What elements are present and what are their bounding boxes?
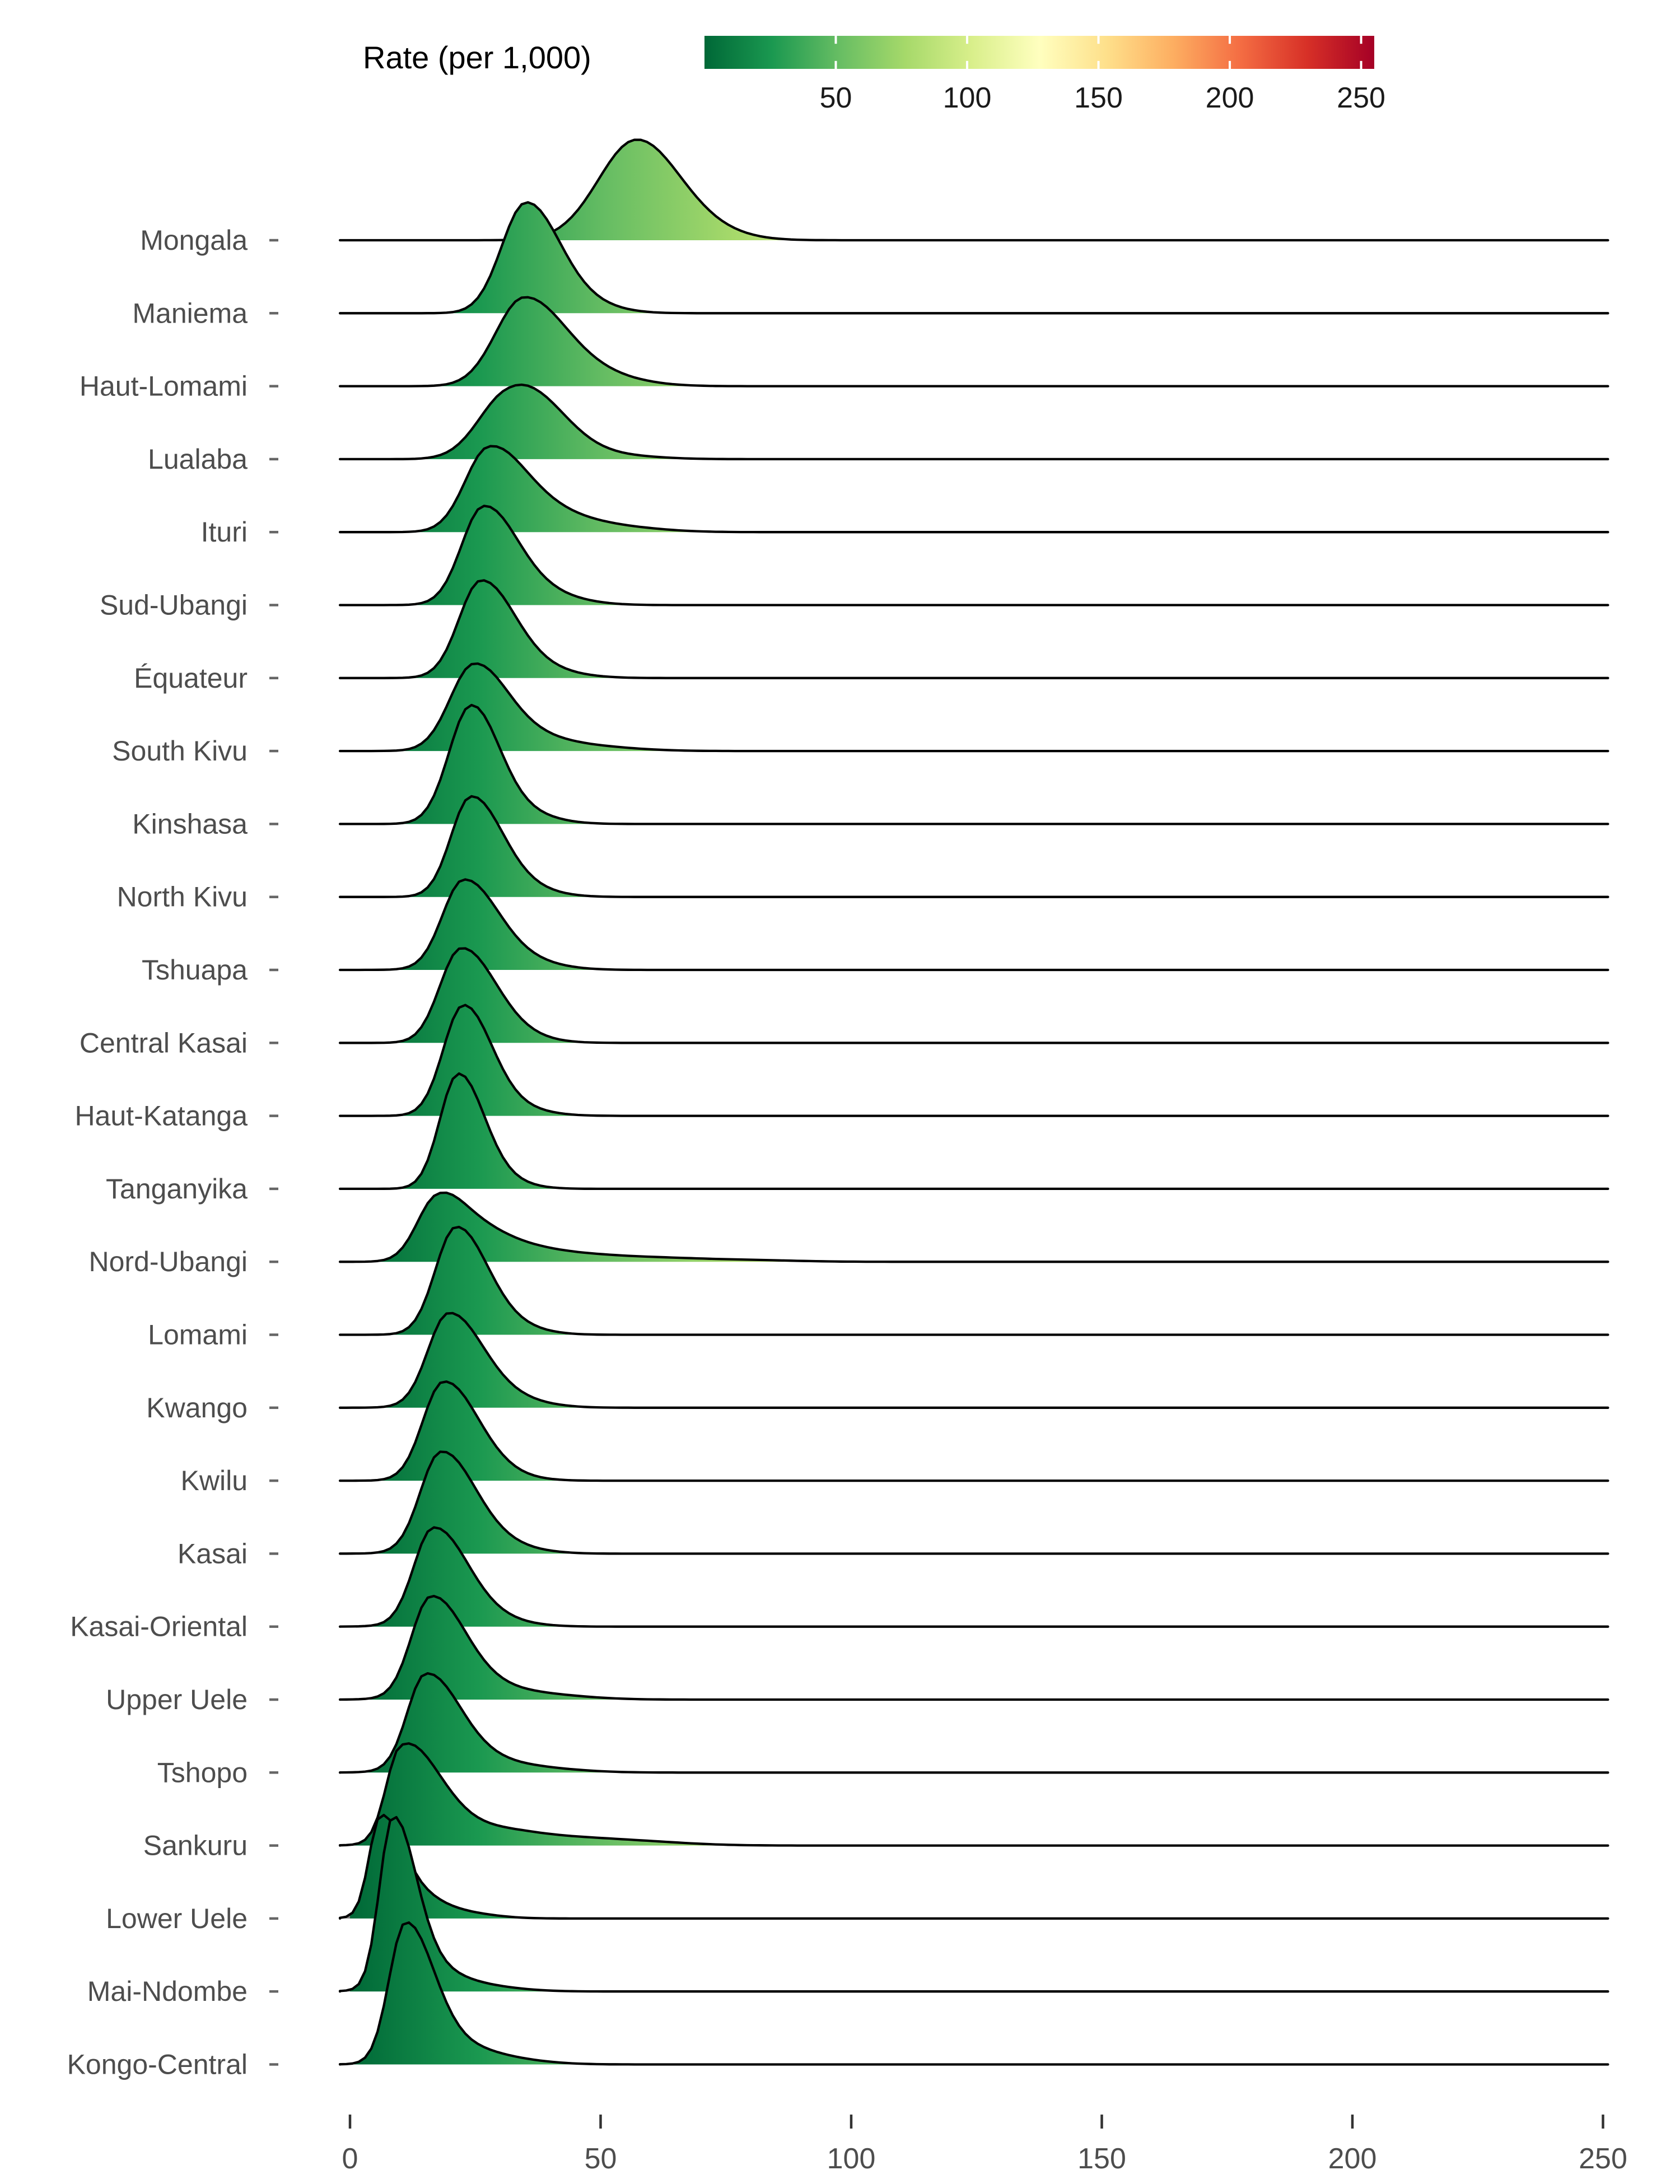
colorbar-gradient (704, 36, 1374, 69)
density-curve-maniema (338, 201, 1609, 315)
y-axis-label-kwango: Kwango (146, 1392, 248, 1424)
density-curve-upper-uele (338, 1594, 1609, 1701)
colorbar-legend: 50 100 150 200 250 (704, 36, 1385, 114)
colorbar-tick-label: 100 (943, 82, 992, 114)
y-axis-label-maniema: Maniema (132, 297, 248, 329)
x-axis: 0 50 100 150 200 250 (342, 2115, 1627, 2175)
y-axis-label-north-kivu: North Kivu (117, 881, 248, 913)
y-axis-label-lower-uele: Lower Uele (106, 1903, 248, 1934)
y-axis-label-upper-uele: Upper Uele (106, 1684, 248, 1715)
x-axis-tick-label: 150 (1077, 2143, 1126, 2175)
y-axis-label-sankuru: Sankuru (143, 1830, 248, 1861)
y-axis-label-tshuapa: Tshuapa (142, 954, 248, 986)
colorbar-tick-label: 150 (1074, 82, 1123, 114)
y-axis: Mongala Maniema Haut-Lomami Lualaba Ituri Sud… (67, 225, 278, 2080)
density-curve-kasai (338, 1450, 1609, 1555)
y-axis-label-lualaba: Lualaba (148, 444, 248, 475)
y-axis-label-nord-ubangi: Nord-Ubangi (89, 1246, 248, 1277)
density-curve-mai-ndombe (338, 1816, 1609, 1993)
density-curve-tanganyika (338, 1072, 1609, 1191)
y-axis-label--quateur: Équateur (134, 662, 248, 694)
density-curve-haut-lomami (338, 296, 1609, 388)
density-curve-kongo-central (338, 1921, 1609, 2066)
density-curve-lower-uele (338, 1813, 1609, 1920)
y-axis-label-lomami: Lomami (148, 1319, 248, 1351)
y-axis-label-haut-lomami: Haut-Lomami (80, 371, 248, 402)
x-axis-tick-label: 100 (827, 2143, 876, 2175)
y-axis-label-ituri: Ituri (201, 516, 248, 548)
x-axis-tick-label: 200 (1328, 2143, 1377, 2175)
density-curve-sud-ubangi (338, 505, 1609, 606)
y-axis-label-kinshasa: Kinshasa (132, 808, 248, 839)
x-axis-tick-label: 50 (585, 2143, 617, 2175)
density-curve-ituri (338, 445, 1609, 534)
x-axis-tick-label: 250 (1579, 2143, 1627, 2175)
y-axis-label-haut-katanga: Haut-Katanga (74, 1100, 248, 1132)
colorbar-tick-label: 250 (1337, 82, 1385, 114)
y-axis-label-mai-ndombe: Mai-Ndombe (87, 1976, 248, 2007)
x-axis-tick-label: 0 (342, 2143, 358, 2175)
colorbar-tick-label: 200 (1206, 82, 1254, 114)
y-axis-label-sud-ubangi: Sud-Ubangi (100, 590, 248, 621)
ridges-group (338, 138, 1609, 2066)
colorbar-tick-label: 50 (820, 82, 852, 114)
density-curve-lualaba (338, 383, 1609, 461)
y-axis-label-kasai-oriental: Kasai-Oriental (70, 1611, 248, 1642)
y-axis-label-kasai: Kasai (178, 1538, 248, 1569)
legend-title: Rate (per 1,000) (363, 40, 591, 75)
density-curve-kwilu (338, 1380, 1609, 1482)
y-axis-label-kwilu: Kwilu (181, 1465, 248, 1496)
y-axis-label-tanganyika: Tanganyika (106, 1173, 248, 1205)
density-curve-sankuru (338, 1742, 1609, 1847)
y-axis-label-mongala: Mongala (140, 225, 248, 256)
y-axis-label-tshopo: Tshopo (157, 1757, 248, 1788)
y-axis-label-central-kasai: Central Kasai (80, 1027, 248, 1058)
y-axis-label-kongo-central: Kongo-Central (67, 2049, 248, 2080)
density-curve-kasai-oriental (338, 1526, 1609, 1628)
density-curve-tshopo (338, 1672, 1609, 1774)
y-axis-label-south-kivu: South Kivu (112, 735, 248, 767)
